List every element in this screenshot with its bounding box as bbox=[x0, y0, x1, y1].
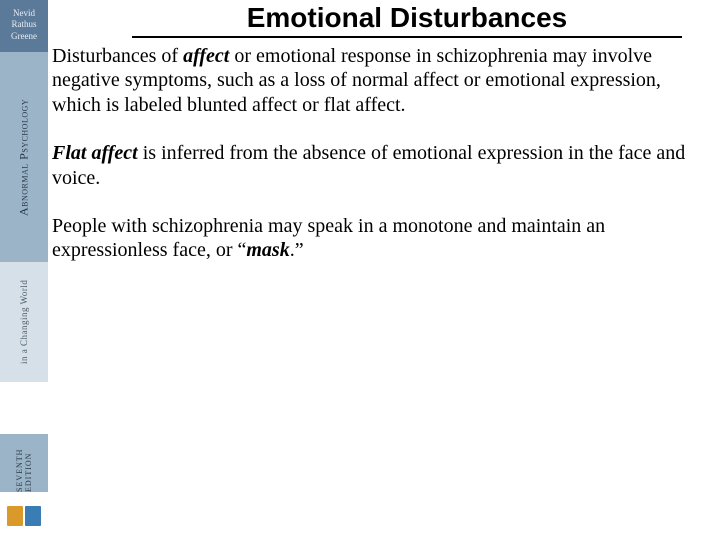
publisher-logos bbox=[0, 492, 48, 540]
text-run: People with schizophrenia may speak in a… bbox=[52, 215, 605, 261]
sidebar-book-subtitle: in a Changing World bbox=[0, 262, 48, 382]
author-line: Rathus bbox=[2, 19, 46, 30]
text-run: Disturbances of bbox=[52, 45, 183, 67]
slide-title: Emotional Disturbances bbox=[132, 0, 682, 38]
book-sidebar: Nevid Rathus Greene Abnormal Psychology … bbox=[0, 0, 48, 540]
slide-page: Nevid Rathus Greene Abnormal Psychology … bbox=[0, 0, 720, 540]
text-run: .” bbox=[290, 239, 304, 261]
emphasis-affect: affect bbox=[183, 45, 229, 67]
author-line: Nevid bbox=[2, 8, 46, 19]
sidebar-edition: SEVENTH EDITION bbox=[0, 434, 48, 492]
paragraph-1: Disturbances of affect or emotional resp… bbox=[52, 44, 692, 117]
author-line: Greene bbox=[2, 31, 46, 42]
prentice-hall-logo-icon bbox=[25, 506, 41, 526]
paragraph-2: Flat affect is inferred from the absence… bbox=[52, 141, 692, 190]
paragraph-3: People with schizophrenia may speak in a… bbox=[52, 214, 692, 263]
emphasis-mask: mask bbox=[246, 239, 289, 261]
sidebar-spacer bbox=[0, 382, 48, 434]
text-run: is inferred from the absence of emotiona… bbox=[52, 142, 685, 188]
slide-content: Emotional Disturbances Disturbances of a… bbox=[52, 0, 720, 287]
sidebar-book-title: Abnormal Psychology bbox=[0, 52, 48, 262]
sidebar-authors: Nevid Rathus Greene bbox=[0, 0, 48, 52]
emphasis-flat-affect: Flat affect bbox=[52, 142, 138, 164]
pearson-logo-icon bbox=[7, 506, 23, 526]
